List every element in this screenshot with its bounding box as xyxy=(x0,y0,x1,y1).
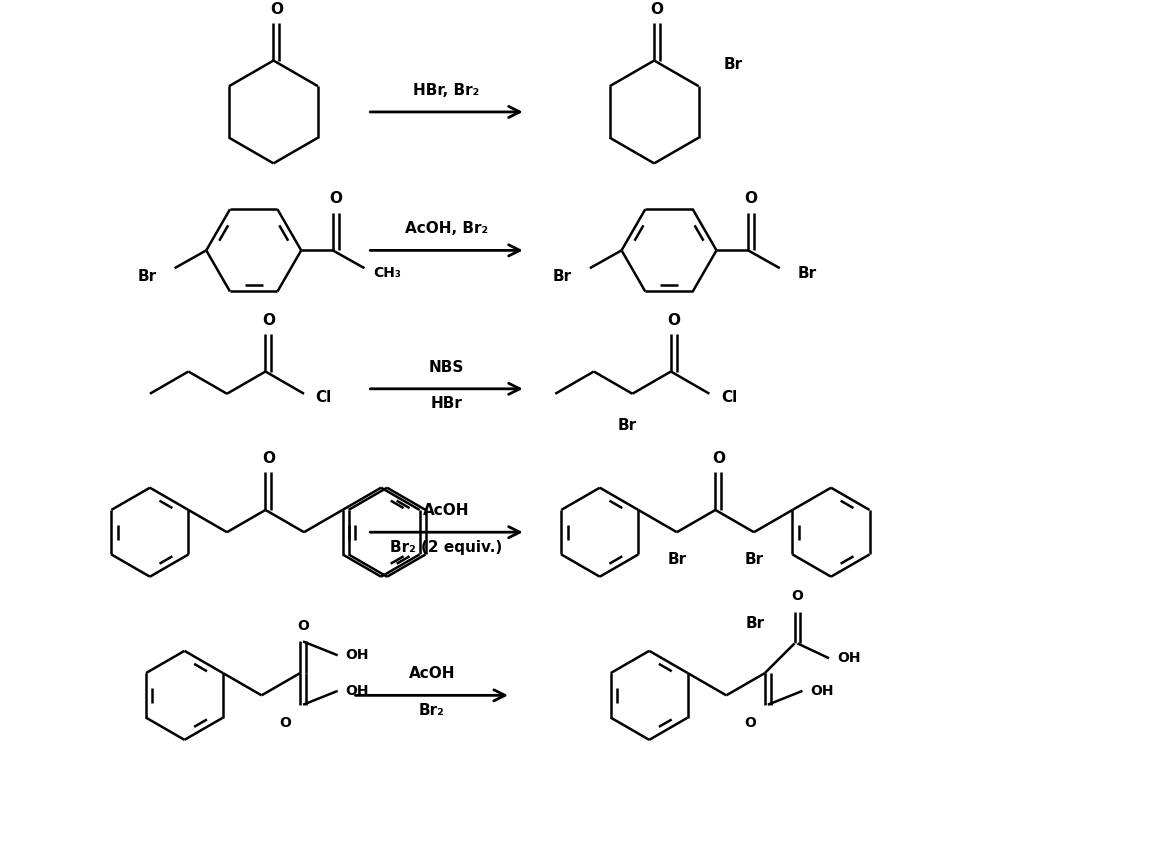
Text: AcOH, Br₂: AcOH, Br₂ xyxy=(405,221,488,236)
Text: Br: Br xyxy=(667,552,687,568)
Text: HBr, Br₂: HBr, Br₂ xyxy=(413,82,480,98)
Text: O: O xyxy=(329,191,342,207)
Text: NBS: NBS xyxy=(428,360,464,375)
Text: O: O xyxy=(667,313,681,327)
Text: Br: Br xyxy=(618,418,637,433)
Text: AcOH: AcOH xyxy=(424,503,470,518)
Text: Cl: Cl xyxy=(721,390,737,405)
Text: O: O xyxy=(744,716,755,729)
Text: O: O xyxy=(712,451,725,466)
Text: O: O xyxy=(651,2,663,17)
Text: OH: OH xyxy=(810,684,833,698)
Text: Br₂ (2 equiv.): Br₂ (2 equiv.) xyxy=(390,540,503,554)
Text: Br: Br xyxy=(797,265,817,280)
Text: O: O xyxy=(745,191,758,207)
Text: O: O xyxy=(270,2,283,17)
Text: OH: OH xyxy=(837,651,860,666)
Text: Br: Br xyxy=(744,552,764,568)
Text: CH₃: CH₃ xyxy=(374,266,402,280)
Text: O: O xyxy=(792,589,803,603)
Text: Br: Br xyxy=(553,269,572,284)
Text: O: O xyxy=(262,451,275,466)
Text: Cl: Cl xyxy=(315,390,332,405)
Text: O: O xyxy=(279,716,291,729)
Text: O: O xyxy=(297,619,308,632)
Text: AcOH: AcOH xyxy=(409,666,455,681)
Text: Br: Br xyxy=(137,269,156,284)
Text: Br₂: Br₂ xyxy=(419,703,445,717)
Text: HBr: HBr xyxy=(431,396,462,411)
Text: OH: OH xyxy=(346,684,369,698)
Text: O: O xyxy=(262,313,275,327)
Text: Br: Br xyxy=(745,616,765,632)
Text: Br: Br xyxy=(724,57,743,72)
Text: OH: OH xyxy=(346,649,369,662)
